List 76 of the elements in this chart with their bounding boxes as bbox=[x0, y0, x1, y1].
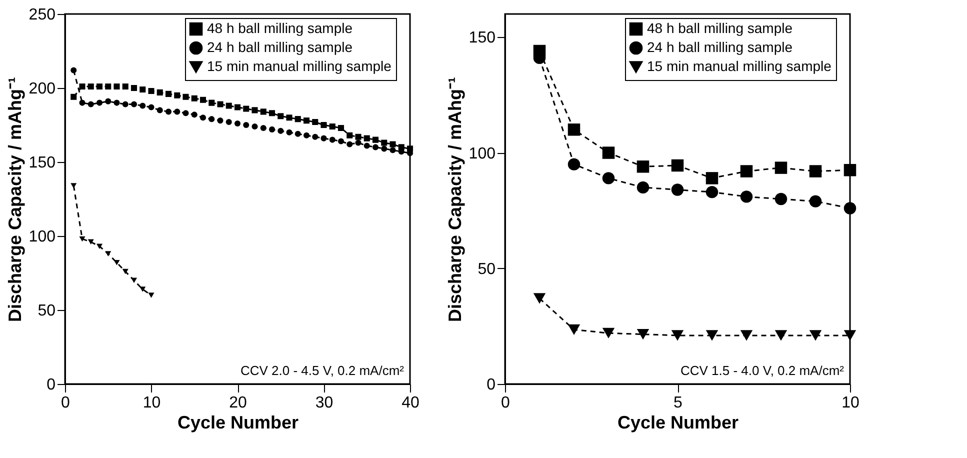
point bbox=[390, 141, 396, 148]
point bbox=[602, 172, 615, 184]
y-tick-label: 200 bbox=[28, 80, 56, 98]
y-tick-label: 50 bbox=[478, 260, 496, 278]
point bbox=[636, 328, 650, 340]
point bbox=[140, 286, 146, 292]
x-tick-label: 10 bbox=[842, 394, 860, 412]
y-tick-label: 0 bbox=[486, 376, 496, 394]
x-tick-label: 20 bbox=[229, 394, 247, 412]
x-tick-label: 0 bbox=[501, 394, 510, 412]
point bbox=[671, 184, 684, 196]
point bbox=[740, 165, 753, 178]
point bbox=[320, 122, 327, 128]
point bbox=[286, 114, 292, 121]
annotation: CCV 1.5 - 4.0 V, 0.2 mA/cm² bbox=[680, 363, 845, 378]
y-tick-label: 250 bbox=[28, 6, 56, 24]
legend-label: 15 min manual milling sample bbox=[647, 58, 832, 74]
point bbox=[278, 113, 284, 120]
y-axis-title: Discharge Capacity / mAhg⁻¹ bbox=[4, 76, 25, 322]
point bbox=[602, 146, 615, 159]
x-axis-title: Cycle Number bbox=[617, 412, 739, 432]
point bbox=[312, 119, 318, 126]
point bbox=[381, 140, 388, 146]
x-tick-label: 0 bbox=[61, 394, 70, 412]
point bbox=[809, 165, 822, 178]
point bbox=[329, 123, 336, 130]
x-tick-label: 5 bbox=[674, 394, 683, 412]
point bbox=[636, 181, 650, 194]
x-tick-label: 40 bbox=[402, 394, 420, 412]
legend-label: 15 min manual milling sample bbox=[207, 58, 392, 74]
point bbox=[533, 293, 546, 304]
legend-label: 24 h ball milling sample bbox=[647, 39, 793, 55]
point bbox=[636, 160, 650, 173]
y-tick-label: 0 bbox=[46, 376, 56, 394]
point bbox=[294, 116, 301, 122]
point bbox=[303, 118, 310, 124]
point bbox=[706, 186, 718, 198]
point bbox=[372, 136, 379, 143]
point bbox=[671, 330, 684, 341]
point bbox=[671, 159, 684, 172]
point bbox=[844, 164, 856, 176]
point bbox=[234, 104, 241, 110]
point bbox=[268, 110, 276, 116]
point bbox=[740, 190, 753, 203]
annotation: CCV 2.0 - 4.5 V, 0.2 mA/cm² bbox=[240, 363, 405, 378]
y-axis-title: Discharge Capacity / mAhg⁻¹ bbox=[444, 76, 465, 322]
point bbox=[706, 172, 718, 184]
point bbox=[217, 101, 224, 108]
point bbox=[602, 328, 615, 338]
legend-label: 24 h ball milling sample bbox=[207, 39, 353, 55]
point bbox=[355, 134, 362, 140]
point bbox=[568, 158, 580, 170]
point bbox=[226, 102, 232, 109]
point bbox=[148, 292, 154, 298]
point bbox=[809, 195, 822, 208]
point bbox=[774, 330, 788, 341]
point bbox=[844, 202, 856, 214]
point bbox=[252, 107, 258, 114]
y-tick-label: 150 bbox=[468, 30, 496, 47]
x-axis-title: Cycle Number bbox=[177, 412, 299, 432]
x-tick-label: 10 bbox=[142, 394, 161, 412]
point bbox=[774, 162, 788, 174]
x-tick-label: 30 bbox=[315, 394, 334, 412]
point bbox=[774, 192, 788, 206]
point bbox=[182, 94, 189, 100]
y-tick-label: 50 bbox=[38, 302, 56, 320]
y-tick-label: 150 bbox=[28, 154, 56, 172]
legend-label: 48 h ball milling sample bbox=[647, 20, 793, 36]
legend-label: 48 h ball milling sample bbox=[207, 20, 353, 36]
point bbox=[740, 330, 753, 341]
y-tick-label: 100 bbox=[468, 145, 496, 162]
point bbox=[844, 330, 856, 341]
y-tick-label: 100 bbox=[28, 228, 56, 246]
point bbox=[706, 330, 718, 341]
point bbox=[260, 108, 266, 115]
point bbox=[809, 330, 822, 341]
